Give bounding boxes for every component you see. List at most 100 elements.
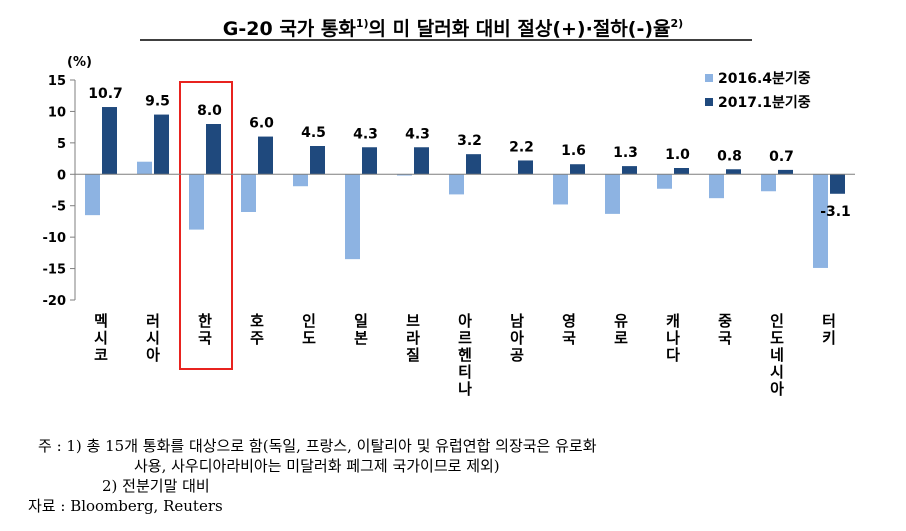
data-label: 0.8 (717, 148, 742, 164)
x-tick-label-char: 러 (146, 312, 160, 330)
plot-area: 151050-5-10-15-2010.7멕시코9.5러시아8.0한국6.0호주… (43, 74, 855, 398)
title-main: G-20 국가 통화 (223, 18, 357, 40)
x-tick-label-char: 영 (562, 312, 576, 330)
bar-series-2 (778, 169, 793, 175)
data-label: 10.7 (88, 86, 123, 102)
y-tick-label: -5 (52, 200, 66, 215)
bar-series-1 (813, 174, 828, 268)
x-tick-label-char: 주 (250, 329, 264, 347)
data-label: 3.2 (457, 133, 482, 149)
bar-series-2 (570, 164, 585, 175)
bar-series-2 (362, 147, 377, 175)
x-tick-label-char: 인 (302, 312, 316, 330)
x-tick-label-char: 한 (198, 312, 212, 330)
x-tick-label-char: 아 (146, 346, 160, 364)
legend-swatch (705, 74, 713, 82)
bar-series-1 (761, 174, 776, 192)
legend-label: 2016.4분기중 (718, 71, 811, 87)
data-label: 9.5 (145, 94, 170, 110)
x-tick-label-char: 시 (146, 329, 160, 347)
x-tick-label-char: 멕 (94, 312, 108, 330)
x-tick-label-char: 호 (250, 312, 264, 330)
bar-series-2 (830, 174, 845, 194)
x-tick-label-char: 키 (822, 329, 836, 347)
x-tick-label-char: 네 (770, 346, 784, 364)
y-tick-label: -15 (43, 263, 67, 278)
x-tick-label-char: 다 (666, 346, 680, 364)
y-tick-label: 15 (48, 74, 66, 89)
bar-series-1 (345, 174, 360, 260)
note-1-cont: 사용, 사우디아라비아는 미달러화 페그제 국가이므로 제외) (134, 457, 500, 475)
data-label: 4.3 (405, 126, 430, 142)
x-tick-label-char: 시 (94, 329, 108, 347)
note-1: 주 : 1) 총 15개 통화를 대상으로 함(독일, 프랑스, 이탈리아 및 … (38, 437, 597, 455)
title-footnote-2: 2) (671, 17, 684, 30)
data-label: 4.3 (353, 126, 378, 142)
bar-series-1 (189, 174, 204, 230)
bar-series-2 (622, 166, 637, 175)
x-tick-label-char: 티 (458, 363, 472, 381)
bar-series-2 (102, 107, 117, 175)
x-tick-label-char: 도 (302, 329, 316, 347)
x-tick-label-char: 국 (718, 329, 732, 347)
data-label: 2.2 (509, 139, 534, 155)
y-tick-label: 10 (48, 105, 66, 120)
x-tick-label-char: 아 (458, 312, 472, 330)
x-tick-label-char: 공 (510, 346, 524, 364)
x-tick-label-char: 터 (822, 312, 836, 330)
x-tick-label-char: 캐 (666, 312, 680, 330)
x-tick-label-char: 시 (770, 363, 784, 381)
bar-series-2 (154, 114, 169, 175)
bar-series-1 (293, 174, 308, 187)
y-tick-label: -10 (43, 231, 67, 246)
bar-series-2 (726, 169, 741, 175)
x-tick-label-char: 로 (614, 329, 628, 347)
x-tick-label-char: 도 (770, 329, 784, 347)
data-label: 4.5 (301, 125, 326, 141)
bar-series-1 (397, 174, 412, 176)
x-tick-label-char: 나 (666, 329, 680, 347)
x-tick-label-char: 코 (94, 346, 108, 364)
data-label: 1.3 (613, 145, 638, 161)
bar-series-1 (553, 174, 568, 205)
chart-title: G-20 국가 통화1)의 미 달러화 대비 절상(+)·절하(-)율2) (223, 17, 683, 40)
legend-swatch (705, 98, 713, 106)
note-2: 2) 전분기말 대비 (102, 477, 210, 495)
x-tick-label-char: 질 (406, 346, 420, 364)
highlight-box (179, 81, 233, 370)
x-tick-label-char: 헨 (458, 346, 472, 364)
y-axis-unit: (%) (67, 55, 92, 70)
x-tick-label-char: 인 (770, 312, 784, 330)
legend-label: 2017.1분기중 (718, 95, 811, 111)
x-tick-label-char: 국 (562, 329, 576, 347)
bar-series-1 (657, 174, 672, 189)
bar-series-2 (414, 147, 429, 175)
x-tick-label-char: 라 (406, 329, 420, 347)
title-footnote-1: 1) (356, 17, 369, 30)
bar-series-1 (709, 174, 724, 199)
y-tick-label: 5 (57, 137, 66, 152)
data-label: 8.0 (197, 103, 222, 119)
data-label: -3.1 (820, 204, 851, 220)
data-label: 6.0 (249, 116, 274, 132)
x-tick-label-char: 나 (458, 380, 472, 398)
bar-series-2 (466, 154, 481, 175)
bar-series-2 (310, 146, 325, 175)
x-tick-label-char: 브 (406, 312, 420, 330)
x-tick-label-char: 중 (718, 312, 732, 330)
x-tick-label-char: 아 (770, 380, 784, 398)
x-tick-label-char: 본 (354, 329, 368, 347)
x-tick-label-char: 유 (614, 312, 628, 330)
bar-series-1 (449, 174, 464, 195)
data-label: 1.6 (561, 143, 586, 159)
bar-series-2 (674, 168, 689, 175)
legend: 2016.4분기중 2017.1분기중 (705, 71, 811, 111)
bar-series-1 (241, 174, 256, 212)
y-tick-label: -20 (43, 294, 67, 309)
bar-series-2 (518, 160, 533, 175)
bar-series-1 (137, 161, 152, 175)
chart-notes: 주 : 1) 총 15개 통화를 대상으로 함(독일, 프랑스, 이탈리아 및 … (28, 436, 597, 516)
bar-series-1 (605, 174, 620, 214)
bar-series-1 (85, 174, 100, 216)
